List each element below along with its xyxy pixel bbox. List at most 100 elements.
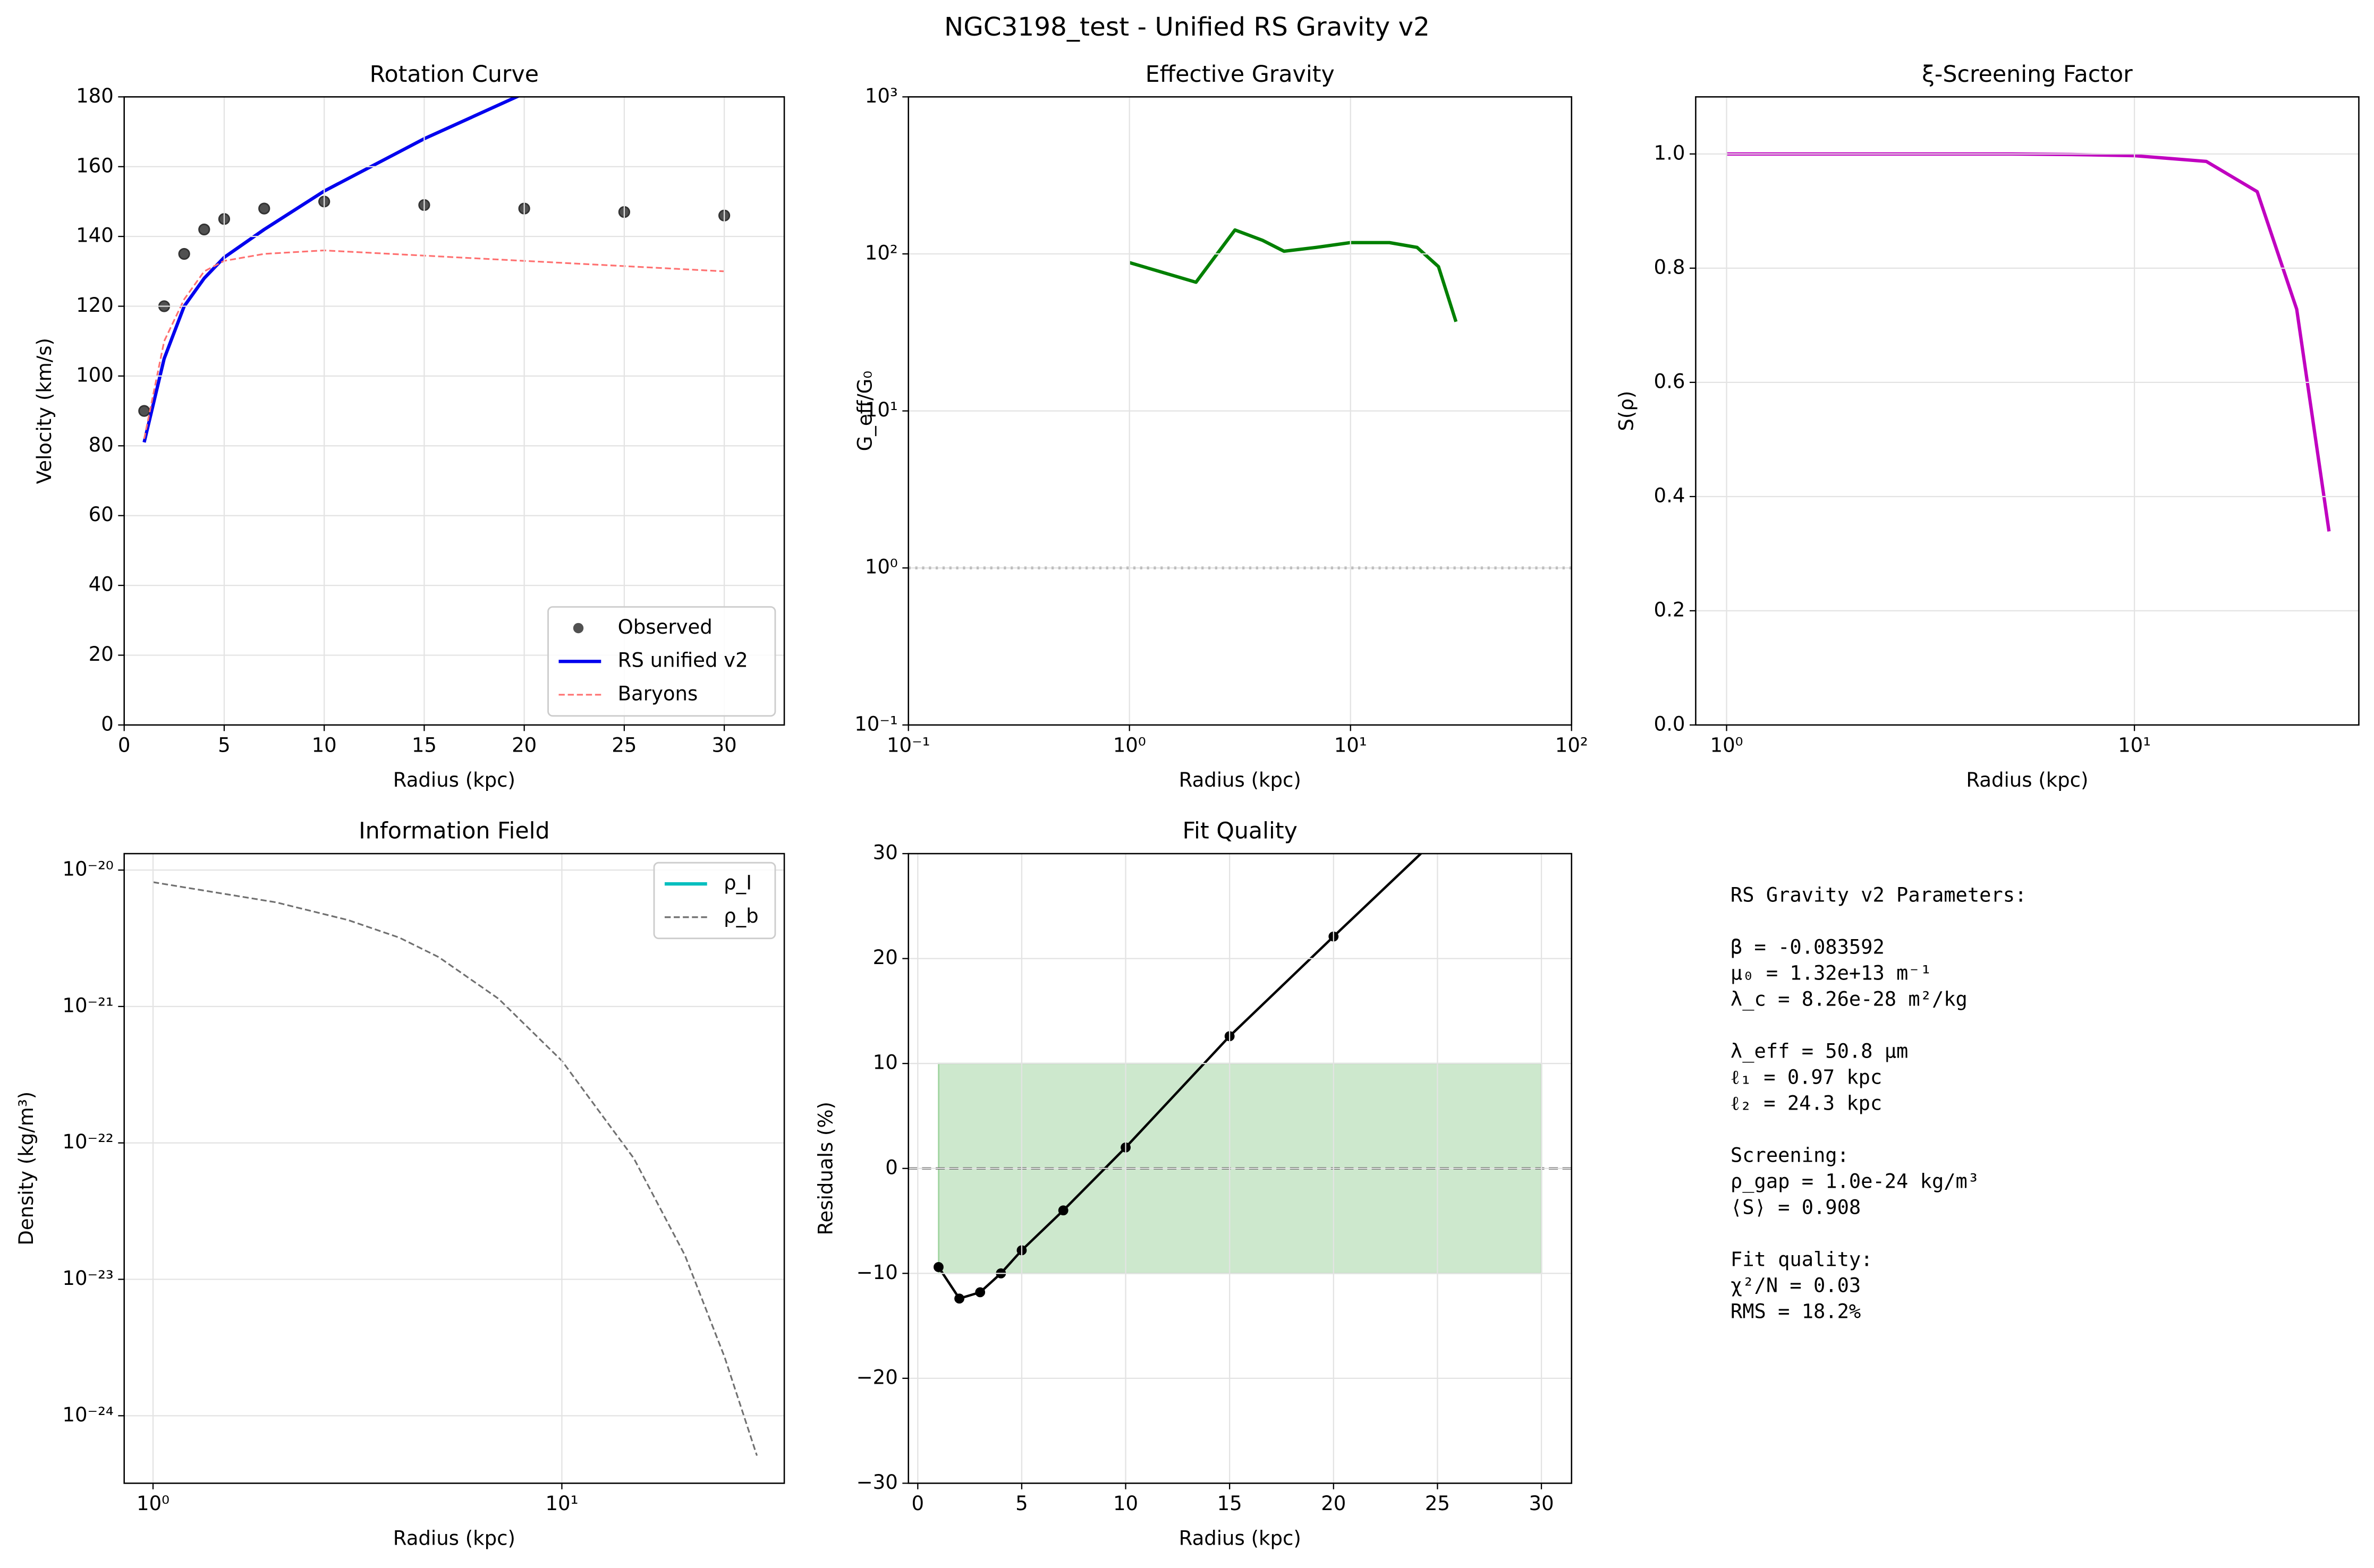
y-axis-label: G_eff/G₀ <box>853 371 876 451</box>
y-axis-label: Density (kg/m³) <box>15 1092 38 1246</box>
y-tick-label: −20 <box>857 1366 898 1388</box>
x-tick-label: 25 <box>612 734 637 756</box>
data-point <box>258 202 270 215</box>
y-tick-label: 10⁻²¹ <box>62 994 113 1017</box>
legend-label: ρ_b <box>724 905 759 927</box>
x-tick-label: 5 <box>1015 1492 1028 1515</box>
legend-label: Baryons <box>618 682 698 705</box>
chart-title: ξ-Screening Factor <box>1922 61 2133 88</box>
x-tick-label: 20 <box>1321 1492 1346 1515</box>
parameter-line: ℓ₁ = 0.97 kpc <box>1731 1066 1882 1088</box>
y-tick-label: 120 <box>76 294 114 317</box>
y-tick-label: 10⁻²³ <box>62 1267 113 1290</box>
axes-frame <box>1695 96 2360 726</box>
x-tick-label: 15 <box>412 734 437 756</box>
y-tick-label: 0.8 <box>1654 255 1685 278</box>
x-tick-label: 10¹ <box>545 1492 578 1515</box>
legend-label: RS unified v2 <box>618 649 748 672</box>
y-tick-label: 180 <box>76 84 114 107</box>
data-point <box>1058 1205 1069 1216</box>
y-tick-label: 10² <box>865 241 898 264</box>
x-axis-label: Radius (kpc) <box>1966 769 2088 791</box>
y-tick-label: 0.0 <box>1654 712 1685 735</box>
y-tick-label: 10⁻²⁴ <box>62 1403 113 1426</box>
y-tick-label: 0 <box>101 712 114 735</box>
y-tick-label: −10 <box>857 1261 898 1284</box>
x-axis-label: Radius (kpc) <box>1179 769 1301 791</box>
chart-title: Information Field <box>359 818 550 845</box>
parameter-line: ρ_gap = 1.0e-24 kg/m³ <box>1731 1170 1979 1193</box>
y-tick-label: 0.4 <box>1654 484 1685 507</box>
parameter-line: RMS = 18.2% <box>1731 1300 1861 1323</box>
y-tick-label: 10³ <box>865 84 898 107</box>
chart-title: Fit Quality <box>1183 818 1298 845</box>
x-tick-label: 10⁰ <box>1710 734 1743 756</box>
x-tick-label: 10⁰ <box>137 1492 169 1515</box>
y-tick-label: 20 <box>89 643 114 666</box>
legend-box <box>547 606 776 717</box>
axes-frame <box>908 96 1573 726</box>
x-tick-label: 30 <box>1529 1492 1554 1515</box>
y-tick-label: 60 <box>89 503 114 526</box>
x-tick-label: 10¹ <box>1334 734 1367 756</box>
y-tick-label: 10¹ <box>865 398 898 421</box>
x-tick-label: 10 <box>312 734 337 756</box>
y-tick-label: 0.2 <box>1654 598 1685 621</box>
x-axis-label: Radius (kpc) <box>1179 1527 1301 1549</box>
legend-label: ρ_I <box>724 872 752 894</box>
x-axis-label: Radius (kpc) <box>393 769 515 791</box>
y-tick-label: −30 <box>857 1471 898 1494</box>
x-tick-label: 20 <box>512 734 537 756</box>
y-tick-label: 1.0 <box>1654 141 1685 164</box>
parameter-line: λ_eff = 50.8 μm <box>1731 1039 1908 1063</box>
data-point <box>198 223 210 236</box>
y-tick-label: 10⁻²⁰ <box>62 858 113 881</box>
x-tick-label: 10⁻¹ <box>887 734 930 756</box>
chart-title: Effective Gravity <box>1146 61 1335 88</box>
data-point <box>975 1287 986 1298</box>
axes-frame <box>123 853 785 1484</box>
parameter-line: ℓ₂ = 24.3 kpc <box>1731 1092 1882 1114</box>
y-tick-label: 140 <box>76 224 114 247</box>
x-tick-label: 0 <box>118 734 131 756</box>
x-tick-label: 10⁰ <box>1113 734 1146 756</box>
y-tick-label: 100 <box>76 363 114 386</box>
series-line <box>937 854 1423 1300</box>
legend-label: Observed <box>618 616 713 638</box>
series-line <box>152 881 758 1456</box>
y-tick-label: 160 <box>76 154 114 177</box>
y-tick-label: 10 <box>873 1051 898 1074</box>
series-line <box>143 249 725 439</box>
parameter-line: Fit quality: <box>1731 1248 1873 1271</box>
y-axis-label: Velocity (km/s) <box>33 338 56 484</box>
y-tick-label: 40 <box>89 573 114 596</box>
legend-marker <box>573 623 584 634</box>
y-tick-label: 20 <box>873 946 898 969</box>
parameter-line: μ₀ = 1.32e+13 m⁻¹ <box>1731 961 1932 984</box>
x-tick-label: 10² <box>1555 734 1588 756</box>
y-tick-label: 10⁻¹ <box>854 712 898 735</box>
x-tick-label: 30 <box>712 734 737 756</box>
x-tick-label: 15 <box>1217 1492 1242 1515</box>
data-point <box>954 1293 964 1304</box>
parameter-line: β = -0.083592 <box>1731 935 1885 958</box>
x-tick-label: 0 <box>912 1492 925 1515</box>
parameter-line: Screening: <box>1731 1144 1849 1166</box>
parameters-title: RS Gravity v2 Parameters: <box>1731 883 2027 906</box>
legend-box <box>653 862 776 940</box>
y-tick-label: 0.6 <box>1654 370 1685 393</box>
data-point <box>934 1262 944 1272</box>
y-tick-label: 10⁻²² <box>62 1130 113 1153</box>
figure-title: NGC3198_test - Unified RS Gravity v2 <box>944 12 1430 42</box>
x-axis-label: Radius (kpc) <box>393 1527 515 1549</box>
x-tick-label: 5 <box>218 734 231 756</box>
y-tick-label: 80 <box>89 433 114 456</box>
x-tick-label: 10¹ <box>2118 734 2151 756</box>
y-axis-label: Residuals (%) <box>814 1102 837 1235</box>
plot-area <box>152 881 758 1456</box>
axes-frame <box>908 853 1573 1484</box>
y-tick-label: 30 <box>873 841 898 864</box>
x-tick-label: 10 <box>1113 1492 1138 1515</box>
